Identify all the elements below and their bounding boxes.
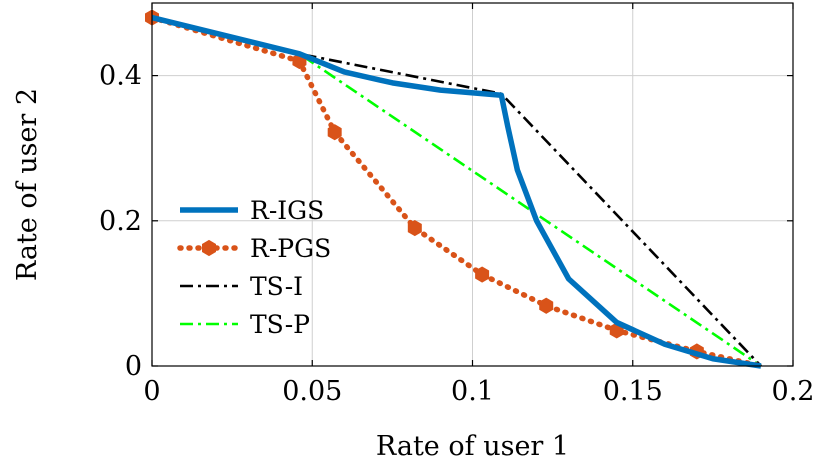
y-tick-label: 0 xyxy=(125,351,142,382)
grid xyxy=(152,3,793,366)
series-line-ts-p xyxy=(151,16,762,368)
x-tick-label: 0.05 xyxy=(282,376,342,407)
y-tick-label: 0.4 xyxy=(99,61,142,92)
x-axis-title: Rate of user 1 xyxy=(376,431,569,462)
legend-marker-r-pgs xyxy=(202,239,216,257)
series-line-ts-i xyxy=(151,16,762,367)
legend-label-r-pgs: R-PGS xyxy=(250,234,331,263)
series-marker-r-pgs xyxy=(539,297,554,314)
series-marker-r-pgs xyxy=(475,266,490,283)
x-tick-label: 0.1 xyxy=(451,376,494,407)
x-tick-label: 0.15 xyxy=(603,376,663,407)
legend-label-ts-p: TS-P xyxy=(250,310,310,339)
ticks: 0 0.05 0.1 0.15 0.2 0 0.2 0.4 xyxy=(99,3,814,407)
y-axis-title: Rate of user 2 xyxy=(12,88,43,281)
series-marker-r-pgs xyxy=(327,124,342,141)
legend: R-IGS R-PGS TS-I TS-P xyxy=(177,196,331,339)
x-tick-label: 0 xyxy=(143,376,160,407)
x-tick-label: 0.2 xyxy=(772,376,815,407)
legend-label-ts-i: TS-I xyxy=(250,272,303,301)
series-line-r-igs xyxy=(151,14,762,369)
legend-label-r-igs: R-IGS xyxy=(250,196,324,225)
y-tick-label: 0.2 xyxy=(99,206,142,237)
series-layer xyxy=(145,9,764,369)
series-marker-r-pgs xyxy=(407,219,422,237)
series-line-r-pgs xyxy=(149,14,764,369)
